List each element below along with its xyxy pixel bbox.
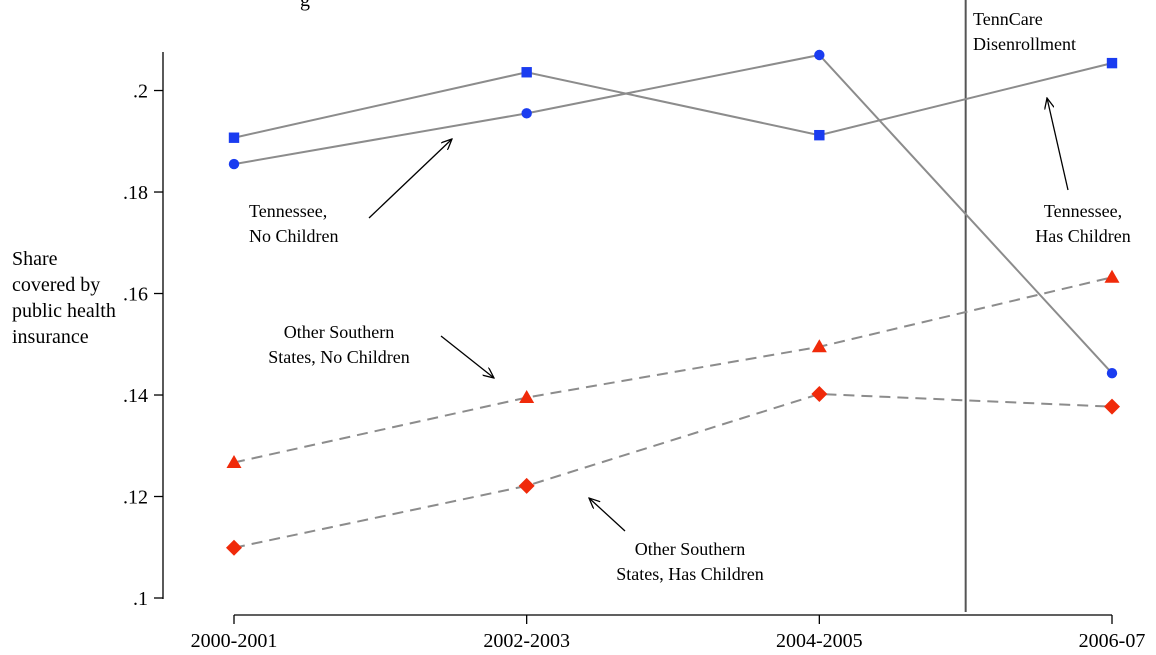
ann-southern-no-children-line-2: States, No Children bbox=[268, 347, 410, 367]
marker-tn_child-0 bbox=[228, 132, 240, 143]
x-tick-label: 2006-07 bbox=[1079, 630, 1146, 652]
y-axis-label-line-3: public health bbox=[12, 300, 116, 322]
y-tick-label: .1 bbox=[133, 588, 148, 610]
y-axis-label: Share covered by public health insurance bbox=[12, 246, 116, 350]
y-tick-label: .14 bbox=[123, 385, 148, 407]
series-line-tn_child bbox=[233, 62, 1113, 139]
ann-tennessee-has-children-line-1: Tennessee, bbox=[1044, 201, 1122, 221]
marker-tn_nochild-1 bbox=[521, 108, 532, 119]
x-tick-label: 2004-2005 bbox=[776, 630, 863, 652]
marker-south_child-1 bbox=[518, 477, 535, 494]
ann-southern-has-children-line-2: States, Has Children bbox=[616, 564, 763, 584]
x-tick-label: 2002-2003 bbox=[483, 630, 570, 652]
ann-southern-no-children-line-1: Other Southern bbox=[284, 322, 394, 342]
marker-south_nochild-2 bbox=[811, 339, 827, 353]
marker-tn_child-3 bbox=[1106, 57, 1118, 69]
ann-tennessee-no-children-arrow bbox=[368, 139, 452, 219]
marker-south_nochild-3 bbox=[1104, 269, 1120, 283]
ann-tenncare-disenrollment-line-1: TennCare bbox=[973, 9, 1043, 29]
ann-tennessee-has-children-arrow bbox=[1047, 98, 1069, 191]
marker-tn_child-2 bbox=[814, 129, 825, 141]
ann-tennessee-no-children-line-2: No Children bbox=[249, 226, 339, 246]
marker-south_child-0 bbox=[226, 539, 242, 556]
ann-tenncare-disenrollment-line-2: Disenrollment bbox=[973, 34, 1076, 54]
marker-tn_child-1 bbox=[521, 67, 532, 78]
marker-south_nochild-0 bbox=[226, 455, 242, 469]
marker-tn_nochild-3 bbox=[1106, 367, 1118, 379]
series-line-south_child bbox=[233, 392, 1113, 549]
marker-tn_nochild-2 bbox=[814, 49, 825, 61]
y-tick-label: .16 bbox=[123, 284, 148, 306]
series-line-tn_nochild bbox=[233, 53, 1113, 374]
marker-south_nochild-1 bbox=[519, 390, 535, 404]
series-line-south_nochild bbox=[233, 276, 1113, 464]
x-tick-label: 2000-2001 bbox=[191, 630, 278, 652]
y-tick-label: .18 bbox=[123, 182, 148, 204]
ann-southern-no-children-arrow bbox=[440, 335, 494, 378]
marker-tn_nochild-0 bbox=[228, 158, 240, 170]
y-axis-label-line-4: insurance bbox=[12, 326, 89, 348]
ann-tennessee-no-children-line-1: Tennessee, bbox=[249, 201, 327, 221]
marker-south_child-2 bbox=[811, 385, 828, 402]
y-tick-label: .12 bbox=[123, 487, 148, 509]
y-axis-label-line-1: Share bbox=[12, 248, 58, 270]
y-axis-label-line-2: covered by bbox=[12, 274, 101, 296]
ann-tennessee-has-children-line-2: Has Children bbox=[1035, 226, 1130, 246]
ann-southern-has-children-line-1: Other Southern bbox=[635, 539, 745, 559]
ann-southern-has-children-arrow bbox=[589, 498, 626, 532]
chart-title: g bbox=[300, 0, 310, 11]
marker-south_child-3 bbox=[1104, 398, 1120, 415]
y-tick-label: .2 bbox=[133, 81, 148, 103]
